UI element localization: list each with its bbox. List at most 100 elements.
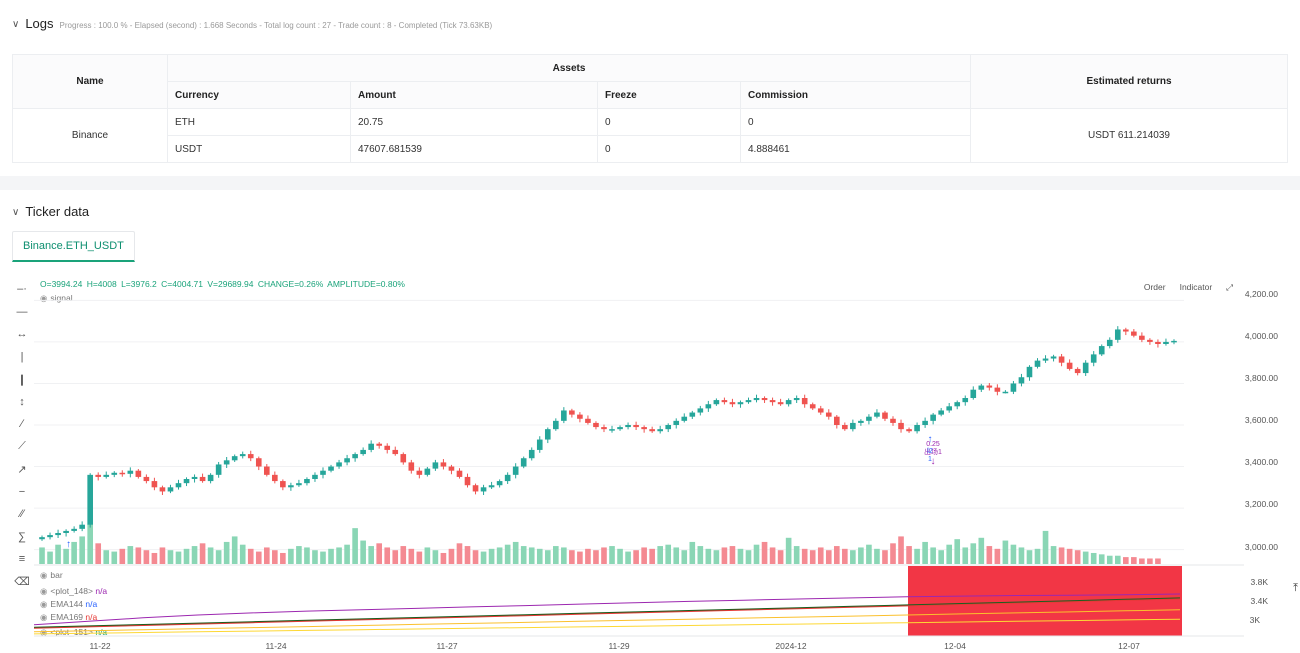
trend-line-icon[interactable]: ∕ — [21, 418, 23, 431]
candle — [207, 474, 214, 482]
candle — [384, 445, 391, 450]
volume-bar — [384, 547, 391, 564]
volume-bar — [71, 541, 77, 564]
candle — [721, 400, 728, 403]
candle — [528, 449, 535, 459]
candle — [280, 481, 286, 488]
candle — [697, 408, 704, 413]
candle — [432, 462, 439, 469]
price-label-icon[interactable]: − — [18, 485, 26, 498]
price-tick: 3,800.00 — [1244, 373, 1278, 383]
candle — [553, 420, 559, 430]
table-row: Binance ETH 20.75 0 0 USDT 611.214039 — [12, 108, 1288, 163]
vertical-segment-icon[interactable]: ❙ — [17, 373, 27, 386]
eye-icon[interactable]: ◉ — [40, 612, 48, 622]
tab-symbol[interactable]: Binance.ETH_USDT — [12, 231, 135, 262]
legend-bar[interactable]: ◉ bar — [40, 570, 63, 580]
candle — [817, 408, 824, 413]
candle — [392, 449, 399, 455]
volume-bar — [263, 547, 270, 564]
crosshair-icon[interactable]: –· — [17, 283, 27, 296]
volume-bar — [528, 547, 535, 564]
candle — [1050, 356, 1057, 359]
candle — [400, 454, 407, 463]
fullscreen-icon[interactable]: ⤢ — [1223, 281, 1236, 294]
extended-line-icon[interactable]: ↗ — [17, 463, 27, 476]
candle — [352, 454, 358, 459]
volume-bar — [328, 548, 334, 564]
ema-line — [34, 609, 1181, 633]
trash-icon[interactable]: ⌫ — [14, 576, 30, 589]
buy-arrow-icon: ↑ — [928, 434, 933, 445]
eye-icon[interactable]: ◉ — [40, 586, 48, 596]
col-freeze: Freeze — [597, 81, 741, 109]
candle — [641, 427, 647, 430]
volume-bar — [544, 550, 551, 564]
col-assets: Assets — [167, 54, 971, 82]
eye-icon[interactable]: ◉ — [40, 599, 48, 609]
col-name: Name — [12, 54, 168, 109]
candle — [255, 458, 262, 467]
candle — [761, 398, 768, 401]
volume-bar — [954, 539, 961, 564]
horizontal-ray-icon[interactable]: ↔ — [16, 328, 28, 341]
indicator-button[interactable]: Indicator — [1176, 281, 1216, 294]
scroll-top-icon[interactable]: ⤒ — [1293, 582, 1298, 594]
candle — [440, 462, 447, 467]
candle — [601, 427, 607, 430]
volume-bar — [1074, 550, 1081, 564]
candle — [408, 462, 415, 471]
fib-channel-icon[interactable]: ∑ — [18, 530, 26, 543]
eye-icon[interactable]: ◉ — [40, 293, 48, 303]
chevron-down-icon[interactable]: ∨ — [12, 207, 20, 218]
candle — [1002, 391, 1009, 394]
ray-line-icon[interactable]: ⟋ — [18, 440, 26, 453]
order-button[interactable]: Order — [1140, 281, 1169, 294]
vertical-arrow-icon[interactable]: ↕ — [19, 395, 25, 408]
legend-ema144[interactable]: ◉ EMA144 n/a — [40, 599, 98, 609]
volume-bar — [512, 541, 519, 564]
time-tick: 12-04 — [944, 641, 966, 651]
candle — [464, 476, 471, 486]
volume-bar — [55, 544, 61, 564]
candle — [729, 402, 736, 405]
price-tick: 3,400.00 — [1244, 457, 1278, 467]
volume-bar — [561, 547, 567, 564]
chevron-down-icon[interactable]: ∨ — [12, 19, 20, 30]
volume-bar — [480, 551, 487, 564]
candle — [63, 530, 69, 533]
eye-icon[interactable]: ◉ — [40, 570, 48, 580]
logs-header[interactable]: ∨ Logs Progress : 100.0 % - Elapsed (sec… — [12, 16, 492, 31]
parallel-channel-icon[interactable]: ⁄⁄ — [20, 508, 24, 521]
commission-cell: 0 — [740, 108, 971, 136]
candle — [561, 410, 567, 421]
candle — [336, 462, 342, 467]
volume-bar — [280, 552, 286, 564]
candle — [906, 429, 912, 432]
ema-line — [34, 618, 1181, 635]
volume-bar — [344, 544, 350, 564]
volume-bar — [95, 543, 102, 564]
legend-plot148[interactable]: ◉ <plot_148> n/a — [40, 586, 108, 596]
volume-bar — [906, 546, 912, 564]
candle — [296, 483, 302, 486]
candle — [55, 533, 61, 536]
volume-bar — [191, 546, 198, 564]
legend-ema169[interactable]: ◉ EMA169 n/a — [40, 612, 98, 622]
vertical-line-icon[interactable]: | — [20, 350, 24, 363]
candle — [914, 425, 920, 432]
volume-bar — [753, 544, 760, 564]
legend-signal[interactable]: ◉ signal — [40, 293, 73, 303]
candle — [577, 414, 583, 419]
fib-retracement-icon[interactable]: ≡ — [18, 553, 26, 566]
volume-bar — [336, 547, 342, 564]
candle — [231, 456, 238, 461]
candle — [1106, 339, 1113, 347]
volume-bar — [633, 550, 639, 564]
candle — [673, 420, 680, 425]
volume-bar — [1026, 550, 1033, 564]
horizontal-line-icon[interactable]: — — [16, 305, 28, 318]
logs-meta: Progress : 100.0 % - Elapsed (second) : … — [59, 21, 493, 30]
ticker-header[interactable]: ∨ Ticker data — [12, 204, 89, 219]
